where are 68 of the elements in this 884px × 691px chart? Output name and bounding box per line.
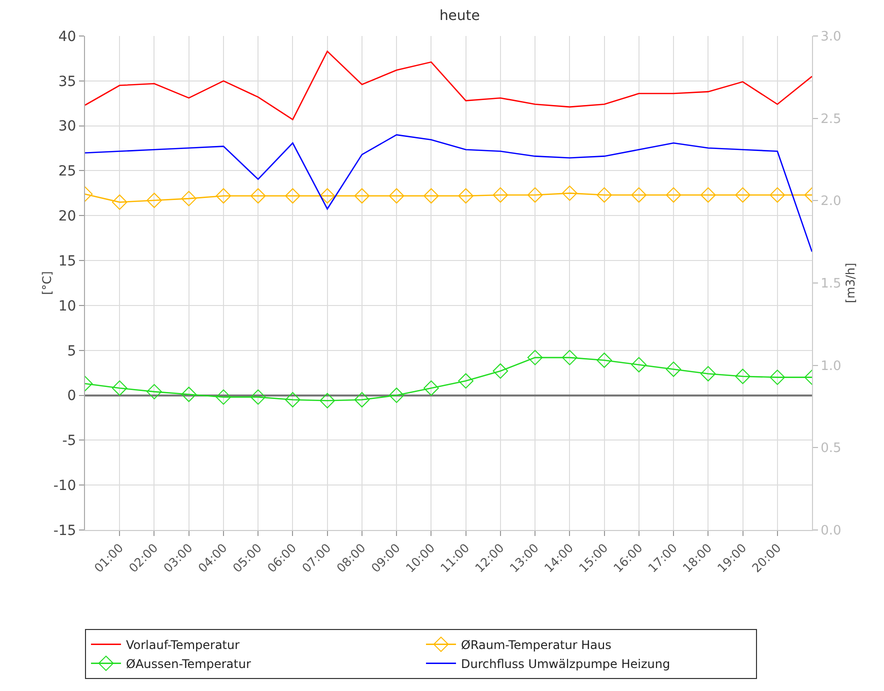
y2-tick-label: 0.0 — [820, 524, 842, 539]
point — [700, 366, 716, 382]
y2-tick-label: 1.5 — [820, 276, 842, 292]
y-tick-label: 10 — [58, 298, 76, 314]
point — [527, 187, 543, 203]
point — [700, 187, 716, 203]
y-tick-label: 20 — [58, 208, 76, 225]
y-tick-label: -10 — [53, 478, 76, 494]
y-tick-label: 0 — [67, 388, 76, 404]
point — [735, 368, 750, 384]
y-tick-label: 25 — [58, 164, 76, 180]
point — [250, 188, 266, 204]
point — [388, 388, 404, 403]
y-tick-label: 35 — [58, 74, 76, 90]
legend-label: ØRaum-Temperatur Haus — [461, 638, 612, 652]
point — [596, 187, 612, 203]
y-tick-label: -5 — [62, 433, 76, 450]
y2-tick-label: 2.0 — [820, 194, 842, 210]
point — [492, 363, 508, 379]
y2-tick-label: 0.5 — [820, 441, 842, 456]
point — [770, 370, 786, 385]
point — [562, 186, 578, 201]
y-tick-label: -15 — [53, 522, 76, 539]
y2-tick-label: 3.0 — [820, 30, 842, 45]
point — [285, 188, 300, 204]
point — [285, 392, 300, 408]
y2-tick-label: 1.0 — [820, 358, 842, 374]
point — [250, 389, 266, 405]
legend-label: Durchfluss Umwälzpumpe Heizung — [461, 656, 670, 671]
point — [146, 384, 162, 400]
point — [320, 393, 335, 408]
point — [666, 187, 682, 203]
y-tick-label: 40 — [58, 28, 76, 45]
point — [424, 188, 439, 204]
point — [354, 188, 370, 204]
chart-title: heute — [439, 8, 480, 24]
point — [181, 190, 197, 206]
point — [631, 187, 647, 203]
point — [458, 373, 474, 389]
point — [354, 392, 370, 408]
point — [424, 380, 439, 396]
line-series — [85, 50, 812, 120]
point — [216, 188, 232, 204]
line-series — [85, 134, 812, 252]
point — [596, 352, 612, 368]
point — [458, 188, 474, 204]
point — [112, 194, 128, 210]
point — [112, 380, 128, 396]
point — [320, 188, 335, 204]
point — [181, 386, 197, 402]
point — [216, 389, 232, 405]
point — [388, 188, 404, 204]
point — [735, 187, 750, 203]
legend-label: ØAussen-Temperatur — [126, 656, 251, 671]
y-tick-label: 30 — [58, 118, 76, 135]
y2-tick-label: 2.5 — [820, 112, 842, 127]
point — [527, 350, 543, 366]
y-axis-title: [°C] — [40, 271, 54, 295]
point — [146, 192, 162, 208]
y2-axis-title: [m3/h] — [843, 262, 858, 304]
y-tick-label: 15 — [58, 253, 76, 270]
point — [666, 362, 682, 377]
y-tick-label: 5 — [67, 343, 76, 360]
point — [770, 187, 786, 203]
point — [492, 187, 508, 203]
point — [562, 350, 578, 366]
point — [631, 357, 647, 372]
legend-label: Vorlauf-Temperatur — [126, 638, 240, 652]
